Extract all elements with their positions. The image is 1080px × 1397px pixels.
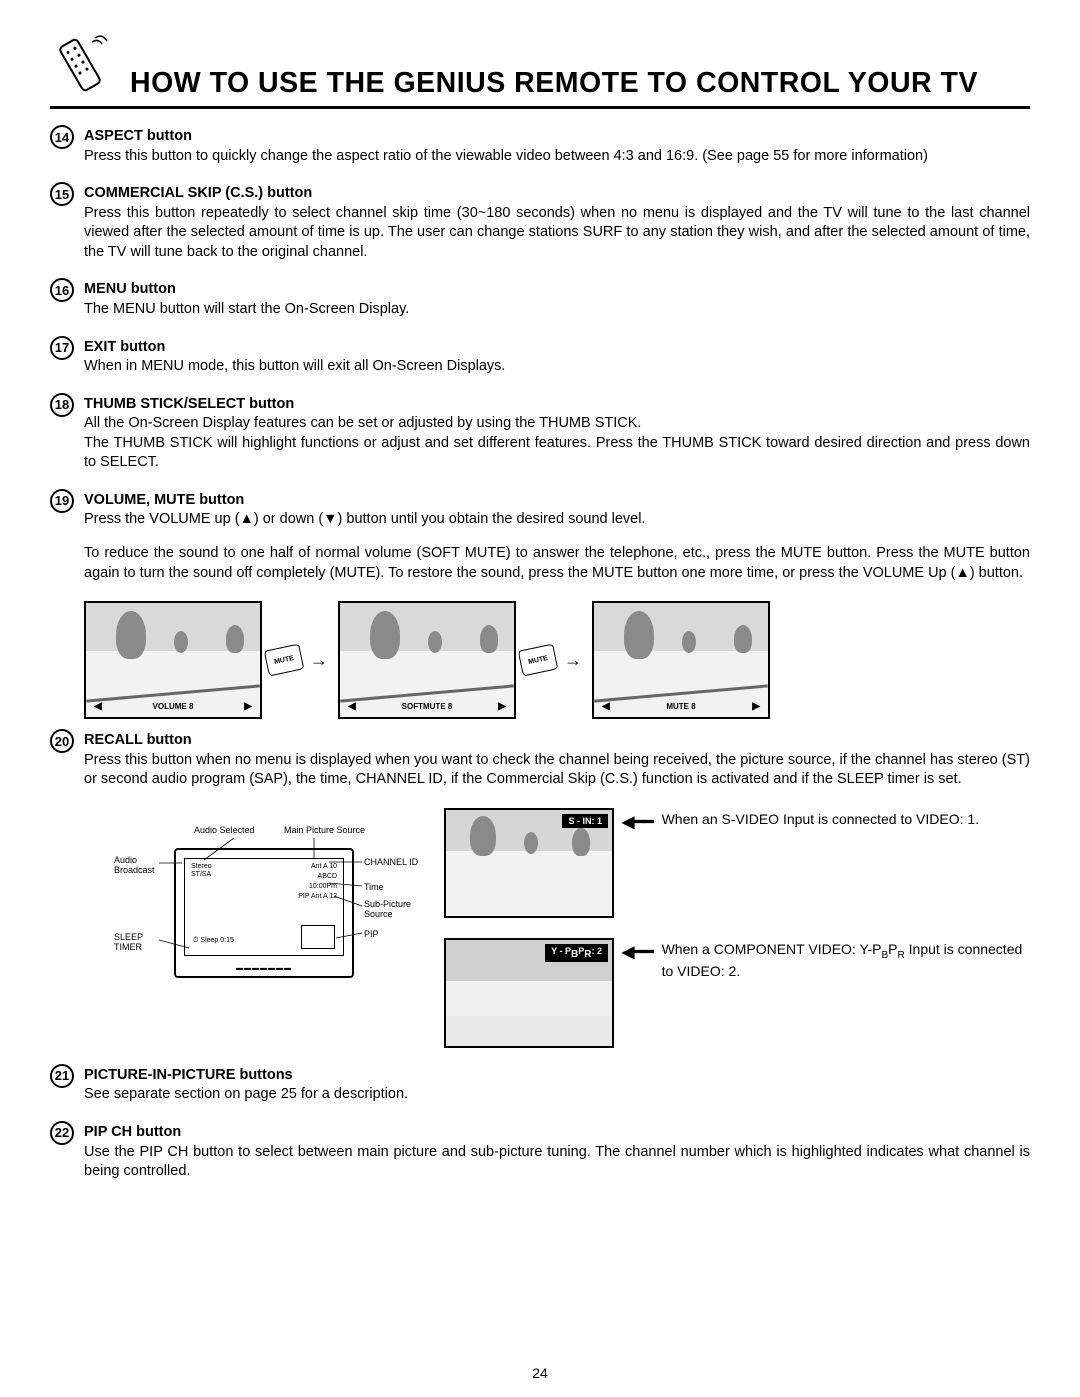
label-sub-source: Sub-Picture Source	[364, 900, 411, 920]
item-paragraph: All the On-Screen Display features can b…	[84, 414, 1030, 473]
item-14: 14 ASPECT button Press this button to quic…	[50, 127, 1030, 166]
item-title: THUMB STICK/SELECT button	[84, 396, 294, 412]
item-paragraph: Press the VOLUME up (▲) or down (▼) butt…	[84, 510, 1030, 530]
item-number: 16	[50, 278, 74, 302]
item-18: 18 THUMB STICK/SELECT button All the On-Sc…	[50, 395, 1030, 473]
label-main-source: Main Picture Source	[284, 826, 365, 836]
item-title: PIP CH button	[84, 1124, 181, 1140]
softmute-label: SOFTMUTE 8	[402, 702, 453, 711]
item-paragraph: Press this button when no menu is displa…	[84, 751, 1030, 790]
screen-softmute: ◀SOFTMUTE 8▶	[338, 601, 516, 719]
item-number: 17	[50, 336, 74, 360]
badge-sin: S - IN: 1	[562, 814, 608, 828]
page-title: HOW TO USE THE GENIUS REMOTE TO CONTROL …	[130, 67, 978, 100]
small-screen-svideo: S - IN: 1	[444, 808, 614, 918]
item-title: ASPECT button	[84, 128, 192, 144]
label-ant: Ant A 10	[311, 863, 337, 871]
item-paragraph: Press this button to quickly change the …	[84, 147, 1030, 167]
label-abcd: ABCD	[318, 873, 337, 881]
item-number: 14	[50, 125, 74, 149]
item-19: 19 VOLUME, MUTE button Press the VOLUME up…	[50, 491, 1030, 583]
item-number: 20	[50, 729, 74, 753]
item-paragraph: When in MENU mode, this button will exit…	[84, 357, 1030, 377]
item-number: 15	[50, 182, 74, 206]
arrow-icon: →	[564, 650, 582, 671]
screen-mute: ◀MUTE 8▶	[592, 601, 770, 719]
item-paragraph: Press this button repeatedly to select c…	[84, 204, 1030, 263]
label-stereo: Stereo ST/SA	[191, 863, 212, 878]
item-22: 22 PIP CH button Use the PIP CH button to …	[50, 1123, 1030, 1182]
item-number: 22	[50, 1121, 74, 1145]
item-paragraph: To reduce the sound to one half of norma…	[84, 544, 1030, 583]
label-audio-broadcast: Audio Broadcast	[114, 856, 155, 876]
item-title: VOLUME, MUTE button	[84, 492, 244, 508]
label-clock: 10:00Pm	[309, 883, 337, 891]
item-title: MENU button	[84, 281, 176, 297]
item-title: PICTURE-IN-PICTURE buttons	[84, 1067, 293, 1083]
pip-box	[301, 925, 335, 949]
arrow-left-icon: ◀━━	[622, 942, 654, 962]
item-17: 17 EXIT button When in MENU mode, this but…	[50, 338, 1030, 377]
mute-sequence: ◀VOLUME 8▶ MUTE → ◀SOFTMUTE 8▶ MUTE → ◀M…	[84, 601, 1030, 719]
info-component: Y - PBPR: 2 ◀━━ When a COMPONENT VIDEO: …	[444, 938, 1030, 1048]
screen-volume: ◀VOLUME 8▶	[84, 601, 262, 719]
badge-ypbpr: Y - PBPR: 2	[545, 944, 608, 962]
tv-diagram: Audio Selected Main Picture Source Audio…	[84, 808, 424, 1008]
page-number: 24	[532, 1365, 548, 1381]
recall-diagram-section: Audio Selected Main Picture Source Audio…	[84, 808, 1030, 1048]
mute-button-icon: MUTE	[518, 644, 559, 677]
small-screen-component: Y - PBPR: 2	[444, 938, 614, 1048]
page-header: HOW TO USE THE GENIUS REMOTE TO CONTROL …	[50, 30, 1030, 109]
item-number: 21	[50, 1064, 74, 1088]
remote-icon	[50, 30, 110, 100]
mute-label: MUTE 8	[666, 702, 695, 711]
label-time: Time	[364, 883, 384, 893]
item-16: 16 MENU button The MENU button will start …	[50, 280, 1030, 319]
label-sleep-value: ⏱ Sleep 0:15	[193, 937, 234, 945]
item-number: 19	[50, 489, 74, 513]
tv-grille: ▬▬▬▬▬▬▬	[236, 965, 292, 972]
label-pip: PIP	[364, 930, 379, 940]
label-audio-selected: Audio Selected	[194, 826, 255, 836]
item-paragraph: The MENU button will start the On-Screen…	[84, 300, 1030, 320]
item-15: 15 COMMERCIAL SKIP (C.S.) button Press thi…	[50, 184, 1030, 262]
tv-frame: Stereo ST/SA Ant A 10 ABCD 10:00Pm PIP A…	[174, 848, 354, 978]
item-title: EXIT button	[84, 339, 165, 355]
item-title: RECALL button	[84, 732, 192, 748]
item-number: 18	[50, 393, 74, 417]
info-svideo: S - IN: 1 ◀━━ When an S-VIDEO Input is c…	[444, 808, 1030, 918]
item-paragraph: Use the PIP CH button to select between …	[84, 1143, 1030, 1182]
info-text-component: When a COMPONENT VIDEO: Y-PBPR Input is …	[662, 940, 1030, 981]
volume-label: VOLUME 8	[153, 702, 194, 711]
item-20: 20 RECALL button Press this button when no…	[50, 731, 1030, 790]
info-text-svideo: When an S-VIDEO Input is connected to VI…	[662, 810, 980, 829]
label-sleep-timer: SLEEP TIMER	[114, 933, 143, 953]
item-21: 21 PICTURE-IN-PICTURE buttons See separate…	[50, 1066, 1030, 1105]
arrow-icon: →	[310, 650, 328, 671]
label-pip-ant: PIP Ant A 12	[298, 893, 337, 901]
item-paragraph: See separate section on page 25 for a de…	[84, 1085, 1030, 1105]
arrow-left-icon: ◀━━	[622, 812, 654, 832]
item-title: COMMERCIAL SKIP (C.S.) button	[84, 185, 312, 201]
mute-button-icon: MUTE	[264, 644, 305, 677]
label-channel-id: CHANNEL ID	[364, 858, 418, 868]
